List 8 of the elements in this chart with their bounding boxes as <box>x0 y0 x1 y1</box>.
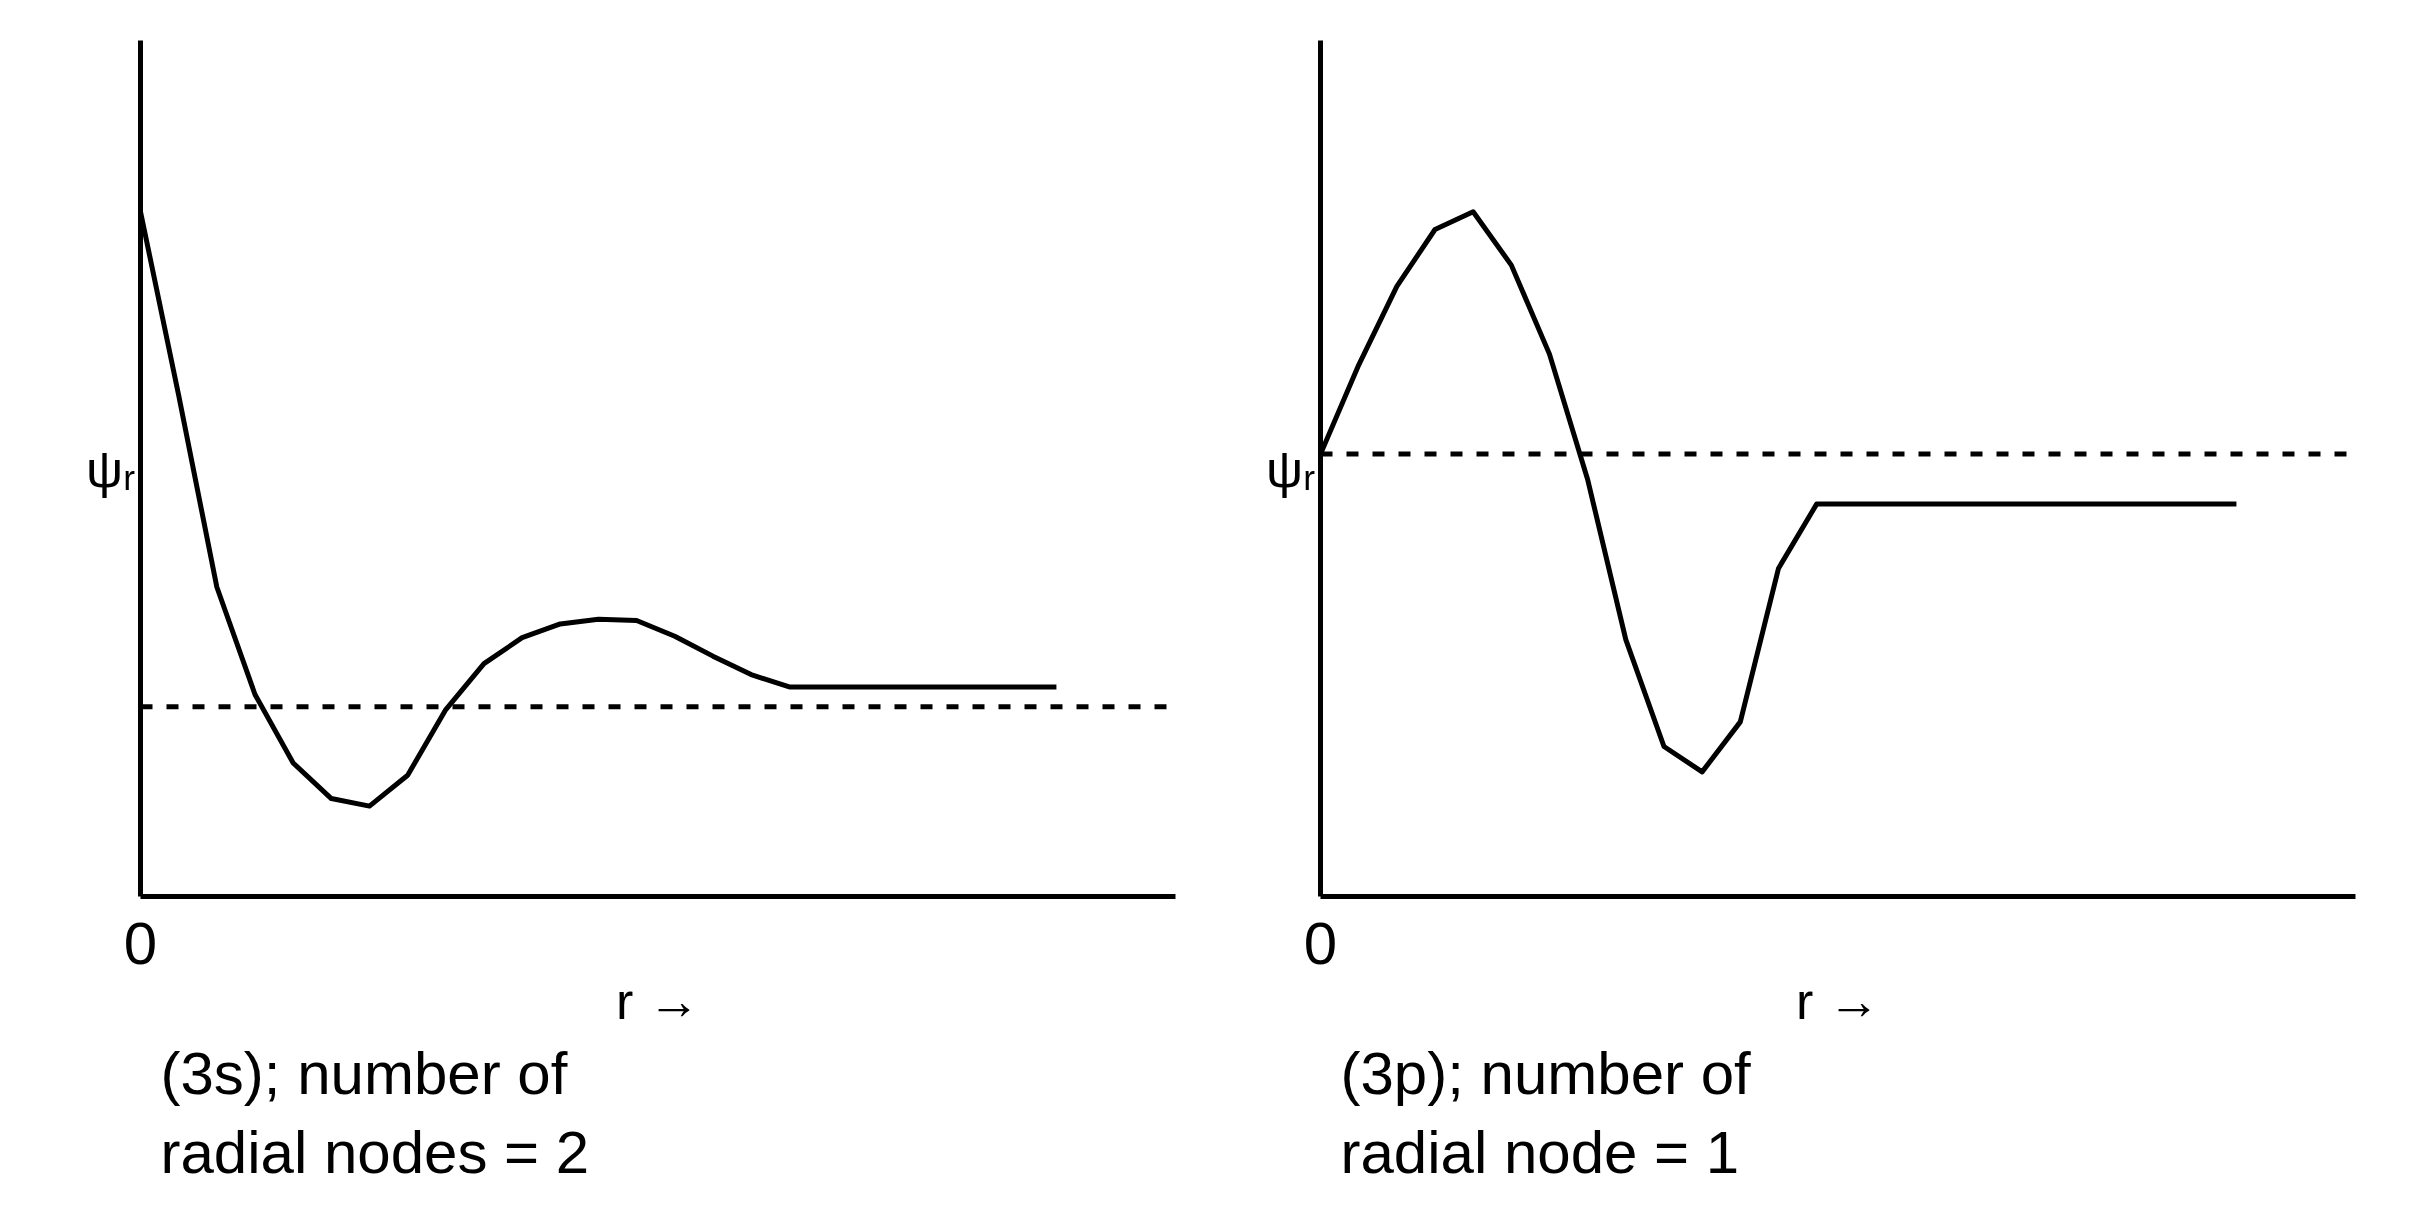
text: 0 <box>1303 909 1338 977</box>
y-axis-title: ψᵣ <box>1265 439 1316 498</box>
text: 0 <box>123 909 158 977</box>
x-axis-title: r → <box>1796 971 1880 1030</box>
x-axis-title: r → <box>616 971 700 1030</box>
text: (3p); number of radial node = 1 <box>1340 1039 1752 1186</box>
text: (3s); number of radial nodes = 2 <box>160 1039 590 1186</box>
y-axis-title: ψᵣ <box>85 439 136 498</box>
